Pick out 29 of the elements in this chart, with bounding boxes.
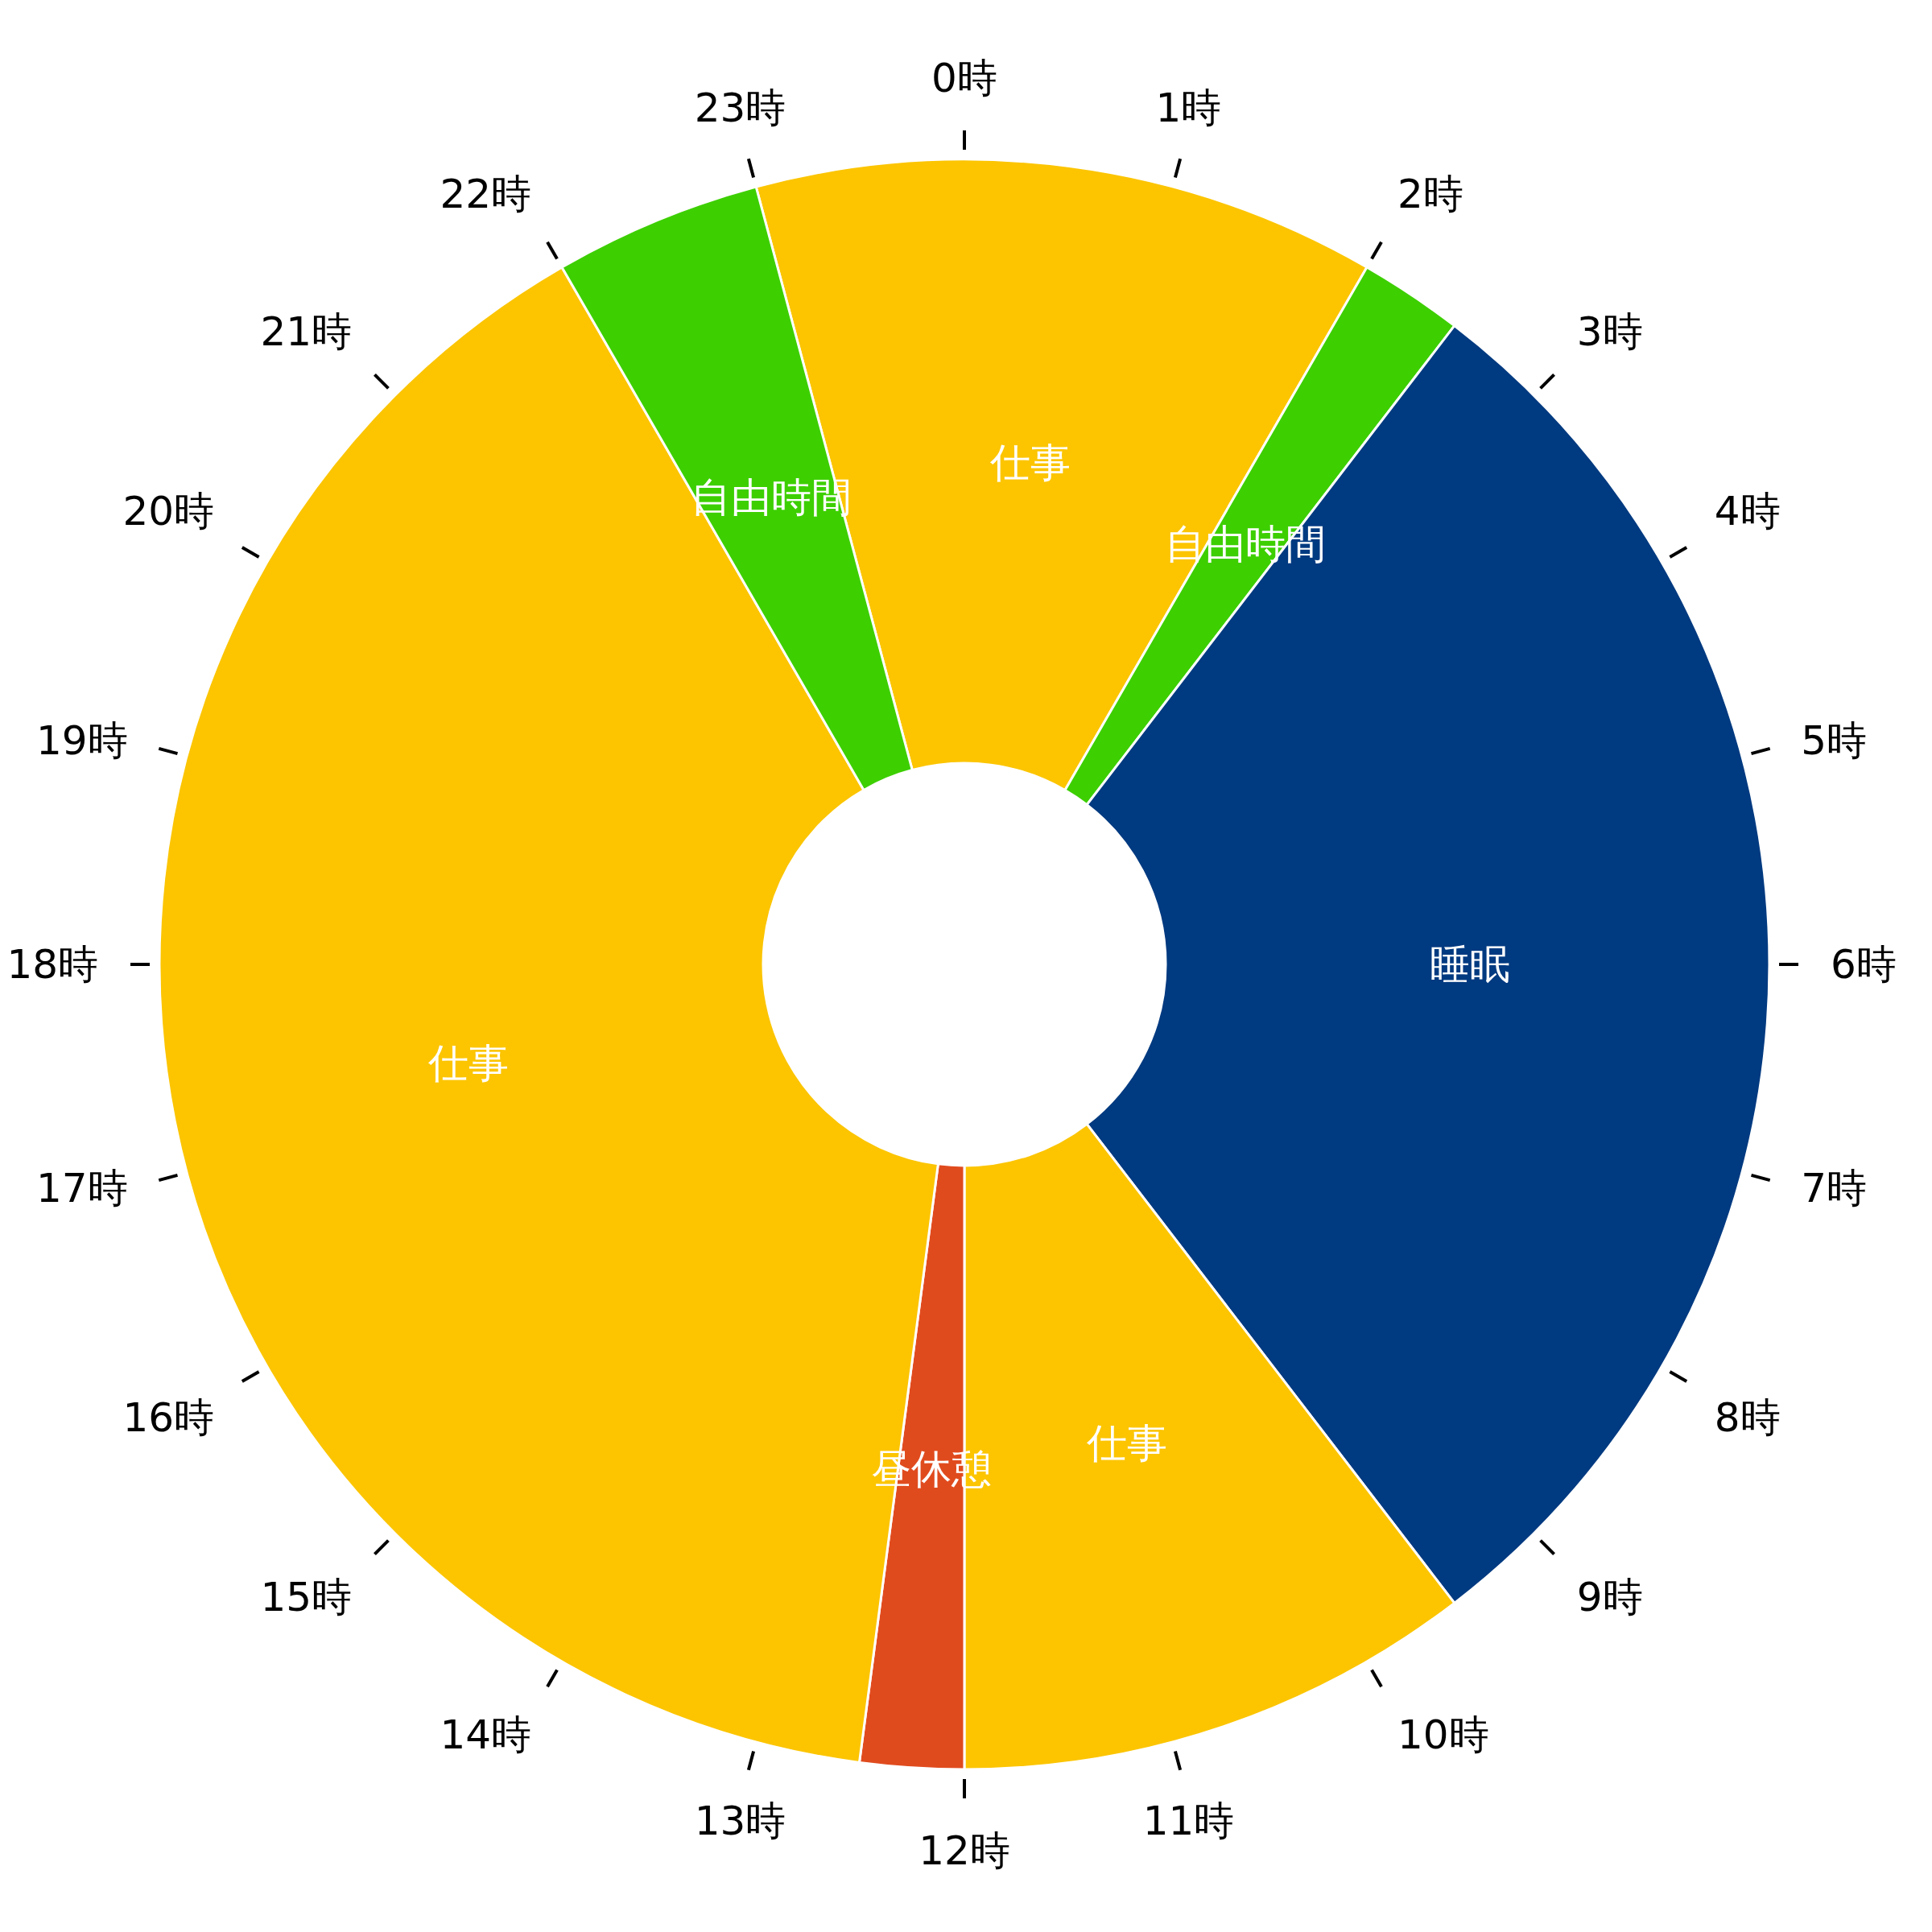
text: 15時	[260, 1573, 353, 1620]
text: 13時	[694, 1798, 786, 1845]
text: 14時	[440, 1711, 531, 1758]
slice-label: 睡眠	[1430, 940, 1510, 988]
text: 6時	[1831, 941, 1897, 988]
text: 7時	[1801, 1165, 1868, 1212]
text: 16時	[122, 1394, 215, 1441]
text: 10時	[1397, 1711, 1489, 1758]
text: 0時	[931, 55, 997, 101]
text: 20時	[122, 488, 215, 535]
text: 23時	[694, 84, 786, 131]
text: 9時	[1576, 1573, 1643, 1620]
text: 1時	[1155, 84, 1222, 131]
text: 17時	[36, 1165, 128, 1212]
text: 5時	[1801, 716, 1868, 764]
text: 4時	[1714, 488, 1781, 535]
slice-label: 自由時間	[1164, 520, 1326, 568]
text: 2時	[1397, 171, 1463, 218]
text: 21時	[260, 308, 353, 356]
text: 22時	[440, 171, 531, 218]
text: 3時	[1576, 308, 1643, 356]
text: 12時	[919, 1827, 1010, 1874]
text: 18時	[6, 941, 98, 988]
slice-label: 仕事	[1085, 1419, 1167, 1467]
text: 19時	[36, 716, 128, 764]
text: 11時	[1142, 1798, 1235, 1845]
slice-label: 仕事	[427, 1039, 510, 1087]
text: 8時	[1714, 1394, 1781, 1441]
slice-label: 仕事	[989, 440, 1071, 487]
